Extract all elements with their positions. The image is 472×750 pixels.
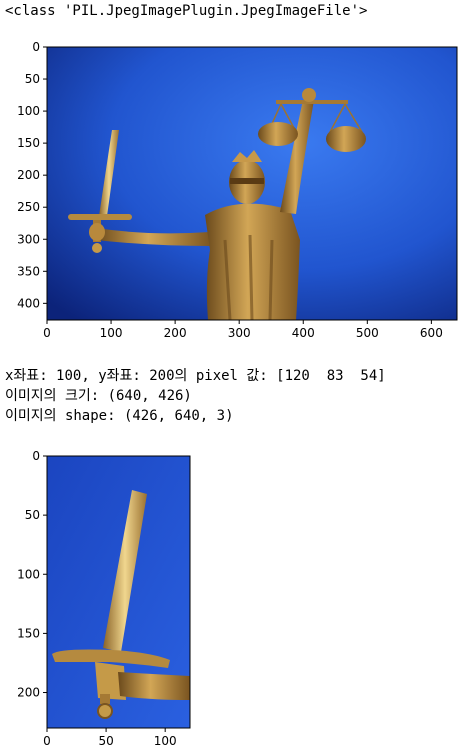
p2-x-tick-label: 100 (154, 734, 177, 748)
p2-y-tick-label: 100 (17, 567, 40, 581)
p2-y-tick-label: 0 (32, 449, 40, 463)
p1-y-tick-label: 100 (17, 104, 40, 118)
image-shape-output: 이미지의 shape: (426, 640, 3) (5, 408, 234, 424)
p1-x-tick-label: 500 (356, 326, 379, 340)
p1-x-tick-label: 0 (43, 326, 51, 340)
cropped-sword-image (47, 456, 190, 728)
p2-x-tick-label: 0 (43, 734, 51, 748)
statue-image (47, 47, 457, 320)
pixel-value-output: x좌표: 100, y좌표: 200의 pixel 값: [120 83 54] (5, 368, 386, 384)
p1-y-tick-label: 0 (32, 40, 40, 54)
p2-y-tick-label: 150 (17, 626, 40, 640)
p1-x-tick-label: 200 (164, 326, 187, 340)
p1-y-tick-label: 50 (25, 72, 40, 86)
p1-y-tick-label: 250 (17, 200, 40, 214)
p1-y-tick-label: 400 (17, 296, 40, 310)
p1-x-tick-label: 100 (100, 326, 123, 340)
image-size-output: 이미지의 크기: (640, 426) (5, 388, 192, 404)
p2-x-tick-label: 50 (98, 734, 113, 748)
p1-x-tick-label: 400 (292, 326, 315, 340)
p1-y-tick-label: 150 (17, 136, 40, 150)
p2-y-tick-label: 200 (17, 686, 40, 700)
p1-x-tick-label: 300 (228, 326, 251, 340)
full-image-plot: 0 100 200 300 400 500 600 0 50 100 150 200 250 300 35… (17, 40, 458, 340)
p2-y-tick-label: 50 (25, 508, 40, 522)
p1-x-tick-label: 600 (420, 326, 443, 340)
class-repr-output: <class 'PIL.JpegImagePlugin.JpegImageFil… (5, 3, 368, 19)
p1-y-tick-label: 300 (17, 232, 40, 246)
p1-y-tick-label: 200 (17, 168, 40, 182)
p1-y-tick-label: 350 (17, 264, 40, 278)
